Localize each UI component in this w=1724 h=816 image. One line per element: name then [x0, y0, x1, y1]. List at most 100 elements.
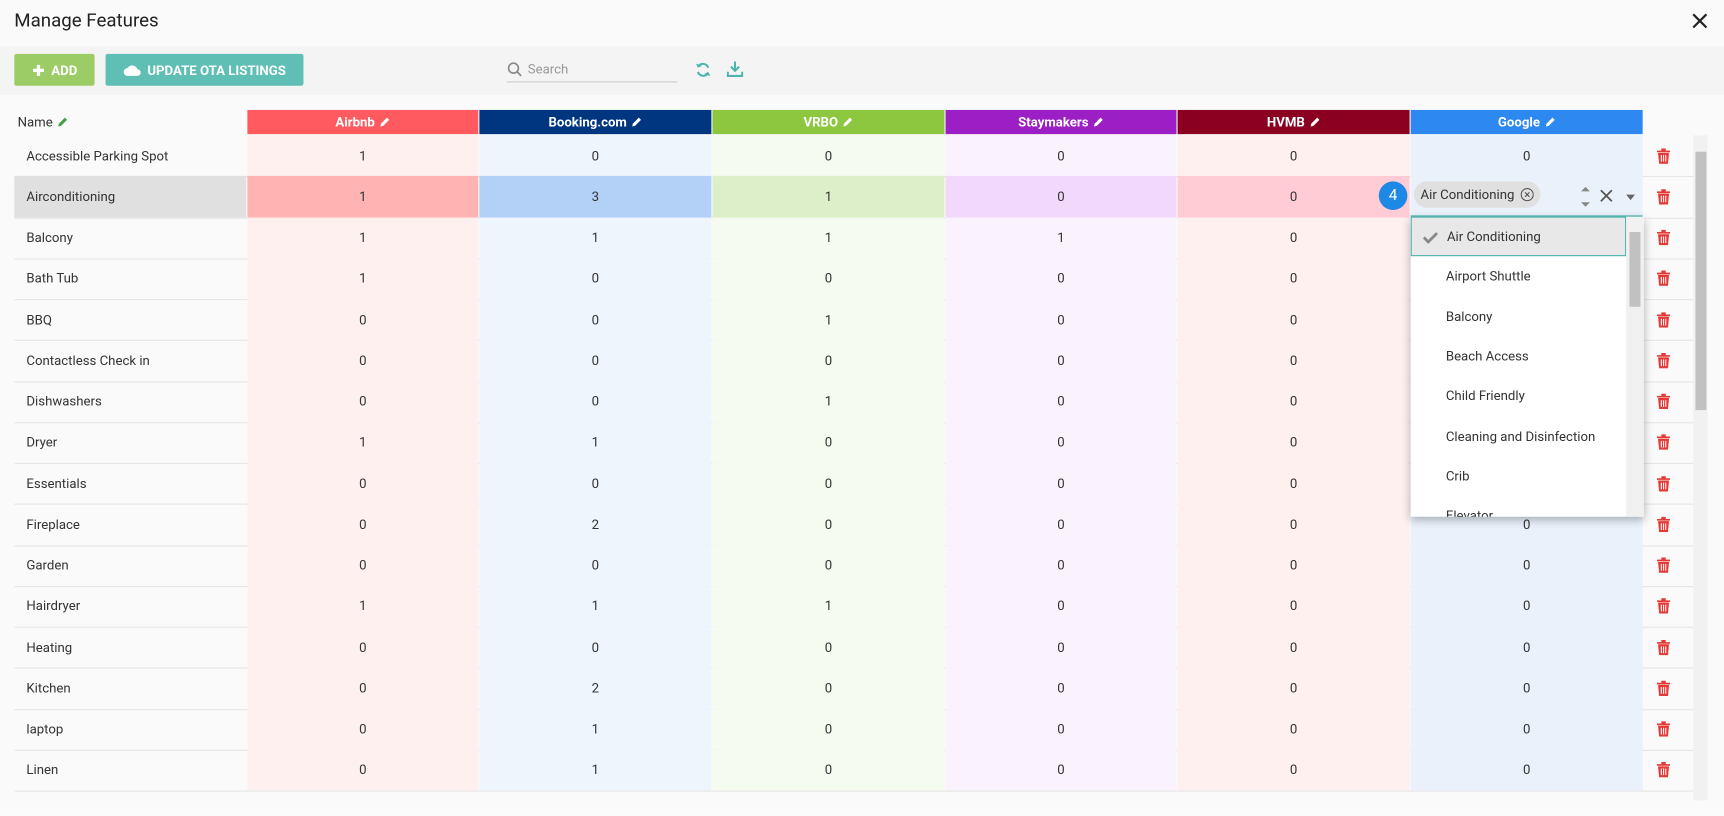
dropdown-option[interactable]: Crib [1445, 468, 1470, 484]
chip-remove[interactable] [1521, 188, 1535, 202]
name-cell: Balcony [26, 229, 73, 246]
delete-button[interactable] [1649, 422, 1678, 463]
name-cell: Fireplace [26, 516, 80, 533]
value-cell: 0 [247, 667, 479, 709]
dropdown-option[interactable]: Elevator [1445, 508, 1494, 517]
delete-button[interactable] [1649, 545, 1678, 586]
column-header[interactable]: HVMB [1177, 109, 1410, 135]
dropdown-option[interactable]: Child Friendly [1445, 388, 1525, 404]
value-cell: 0 [1177, 380, 1410, 422]
delete-button[interactable] [1649, 668, 1678, 709]
column-header[interactable]: Booking.com [479, 109, 712, 135]
value-cell: 0 [712, 462, 945, 504]
dropdown-toggle[interactable] [1623, 189, 1638, 204]
edit-icon[interactable] [631, 117, 642, 128]
refresh-button[interactable] [695, 62, 711, 78]
header-label: Name [17, 114, 53, 130]
trash-icon [1656, 434, 1671, 451]
row-divider [14, 790, 1694, 792]
value-cell: 0 [479, 380, 712, 422]
update-button[interactable]: UPDATE OTA LISTINGS [105, 53, 304, 86]
value-cell: 0 [479, 544, 712, 586]
column-header[interactable]: VRBO [712, 109, 945, 135]
value-cell: 0 [1177, 544, 1410, 586]
value-cell: 0 [1177, 135, 1410, 177]
delete-button[interactable] [1649, 627, 1678, 668]
value-cell: 0 [1410, 626, 1643, 668]
dropdown-option[interactable]: Air Conditioning [1410, 216, 1627, 257]
add-button[interactable]: ADD [14, 53, 95, 86]
value-cell: 1 [247, 135, 479, 177]
value-cell: 1 [712, 380, 945, 422]
name-cell: Accessible Parking Spot [26, 148, 169, 164]
value-cell: 0 [247, 340, 479, 381]
value-cell: 0 [712, 708, 945, 750]
delete-button[interactable] [1649, 504, 1678, 545]
selected-chip[interactable]: Air Conditioning [1413, 181, 1541, 209]
delete-button[interactable] [1649, 381, 1678, 422]
trash-icon [1656, 721, 1671, 737]
delete-button[interactable] [1649, 750, 1678, 791]
name-cell: Airconditioning [14, 176, 247, 218]
value-cell: 0 [945, 626, 1177, 668]
name-cell: Essentials [26, 475, 87, 492]
edit-icon[interactable] [1544, 117, 1555, 128]
trash-icon [1656, 680, 1671, 696]
delete-button[interactable] [1649, 463, 1678, 504]
value-cell: 0 [945, 380, 1177, 422]
close-button[interactable] [1690, 11, 1710, 31]
edit-icon[interactable] [1093, 117, 1104, 128]
trash-icon [1656, 516, 1671, 533]
edit-icon[interactable] [379, 117, 390, 128]
edit-icon[interactable] [842, 117, 853, 128]
trash-icon [1656, 352, 1671, 369]
update-label: UPDATE OTA LISTINGS [147, 62, 286, 78]
trash-icon [1656, 188, 1671, 205]
delete-button[interactable] [1649, 176, 1678, 217]
trash-icon [1656, 762, 1671, 778]
value-cell: 0 [1410, 749, 1643, 791]
value-cell: 1 [945, 217, 1177, 259]
value-cell: 0 [247, 544, 479, 586]
column-header[interactable]: Google [1410, 109, 1643, 135]
value-cell: 0 [712, 544, 945, 586]
edit-icon[interactable] [57, 117, 68, 128]
value-cell: 0 [479, 340, 712, 381]
value-cell: 0 [247, 462, 479, 504]
search-icon [507, 62, 522, 77]
edit-icon[interactable] [1309, 117, 1320, 128]
value-cell: 1 [712, 585, 945, 627]
delete-button[interactable] [1649, 586, 1678, 627]
column-header[interactable]: Staymakers [945, 109, 1177, 135]
name-header[interactable]: Name [14, 110, 246, 134]
dropdown-option[interactable]: Beach Access [1445, 348, 1529, 364]
delete-button[interactable] [1649, 258, 1678, 299]
spinner[interactable] [1579, 183, 1592, 212]
trash-icon [1656, 229, 1671, 246]
scrollbar-thumb [1695, 151, 1707, 411]
delete-button[interactable] [1649, 299, 1678, 340]
value-cell: 0 [945, 462, 1177, 504]
trash-icon [1656, 598, 1671, 614]
dropdown-list: Air Conditioning Airport Shuttle Balcony Be… [1410, 216, 1644, 517]
trash-icon [1656, 393, 1671, 410]
dropdown-option[interactable]: Cleaning and Disinfection [1445, 428, 1596, 444]
download-button[interactable] [726, 60, 744, 77]
value-cell: 1 [247, 585, 479, 627]
clear-button[interactable] [1598, 187, 1616, 205]
dropdown-option[interactable]: Balcony [1445, 308, 1493, 324]
search-box[interactable]: Search [506, 57, 678, 83]
trash-icon [1656, 148, 1671, 164]
column-header[interactable]: Airbnb [247, 109, 479, 135]
search-placeholder: Search [527, 61, 569, 77]
delete-button[interactable] [1649, 709, 1678, 750]
dropdown-option[interactable]: Airport Shuttle [1445, 268, 1531, 284]
value-cell: 2 [479, 503, 712, 545]
value-cell: 1 [712, 176, 945, 218]
value-cell: 0 [1177, 462, 1410, 504]
delete-button[interactable] [1649, 340, 1678, 381]
value-cell: 0 [1177, 503, 1410, 545]
value-cell: 0 [1177, 217, 1410, 259]
delete-button[interactable] [1649, 217, 1678, 258]
delete-button[interactable] [1649, 135, 1678, 176]
